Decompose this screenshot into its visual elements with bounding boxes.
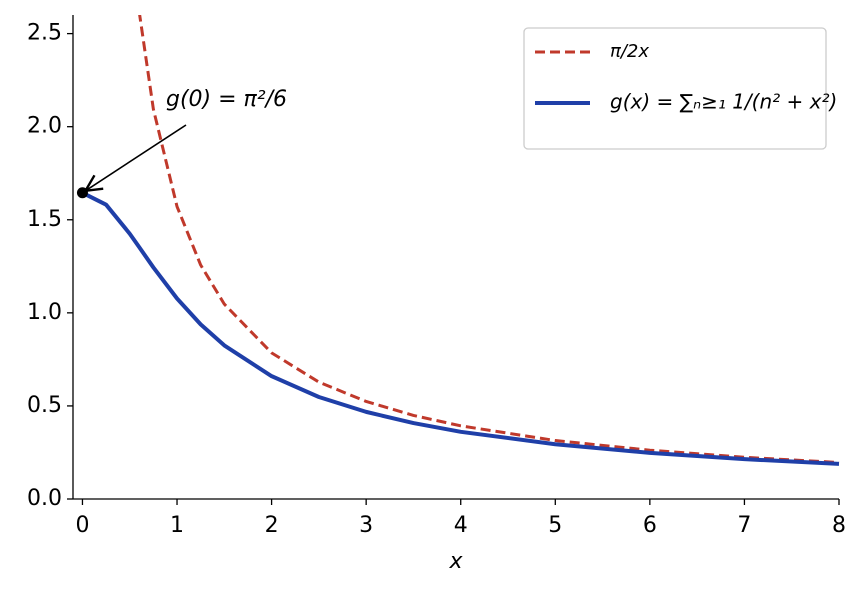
- y-tick-label: 0.5: [27, 393, 62, 418]
- y-tick-label: 2.5: [27, 21, 62, 46]
- series-line: [138, 15, 840, 465]
- legend-box: [523, 27, 827, 150]
- y-tick-label: 1.5: [27, 207, 62, 232]
- plot-area: [81, 15, 840, 466]
- x-tick-label: 5: [548, 513, 562, 538]
- x-tick-label: 4: [454, 513, 468, 538]
- x-axis-label: x: [448, 549, 463, 574]
- x-tick-label: 7: [737, 513, 751, 538]
- y-tick-label: 2.0: [27, 114, 62, 139]
- x-tick-label: 0: [75, 513, 89, 538]
- x-tick-label: 1: [170, 513, 184, 538]
- annotation-text: g(0) = π²/6: [166, 87, 287, 112]
- legend-label: π/2x: [610, 41, 649, 62]
- legend-label: g(x) = ∑ₙ≥₁ 1/(n² + x²): [610, 90, 837, 114]
- annotation-arrow: [85, 124, 187, 191]
- series-line: [81, 190, 840, 466]
- x-tick-label: 2: [265, 513, 279, 538]
- x-tick-label: 3: [359, 513, 373, 538]
- y-tick-label: 1.0: [27, 300, 62, 325]
- y-tick-label: 0.0: [27, 486, 62, 511]
- annotation-point: [76, 187, 88, 199]
- x-tick-label: 8: [832, 513, 846, 538]
- x-tick-label: 6: [643, 513, 657, 538]
